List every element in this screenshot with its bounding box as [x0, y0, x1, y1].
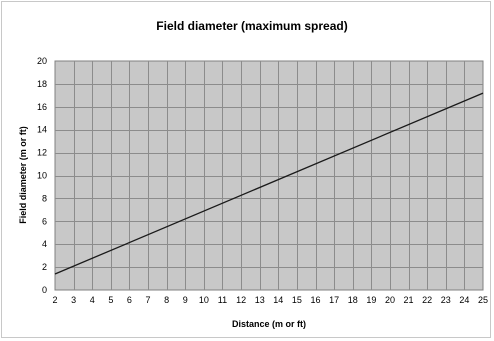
x-tick-label: 17 [329, 295, 339, 305]
x-tick-label: 12 [236, 295, 246, 305]
y-tick-label: 12 [37, 148, 47, 158]
x-tick-label: 13 [255, 295, 265, 305]
x-tick-label: 25 [478, 295, 488, 305]
series [54, 92, 484, 275]
x-tick-label: 2 [52, 295, 57, 305]
x-tick-label: 22 [422, 295, 432, 305]
series-line [54, 92, 484, 275]
y-tick-label: 10 [37, 171, 47, 181]
x-axis-title: Distance (m or ft) [232, 319, 306, 329]
x-tick-label: 18 [348, 295, 358, 305]
x-tick-label: 24 [459, 295, 469, 305]
y-axis-title: Field diameter (m or ft) [18, 126, 28, 224]
x-tick-label: 23 [441, 295, 451, 305]
x-tick-label: 5 [108, 295, 113, 305]
y-tick-label: 6 [42, 216, 47, 226]
x-tick-label: 10 [199, 295, 209, 305]
chart-title: Field diameter (maximum spread) [156, 19, 347, 33]
x-axis-ticks: 2 3 4 5 6 7 8 9 10 11 12 13 14 15 16 17 18 19 20 21 22 23 24 25 [52, 295, 488, 305]
y-tick-label: 16 [37, 102, 47, 112]
y-axis-ticks: 0 2 4 6 8 10 12 14 16 18 20 [37, 56, 47, 295]
x-tick-label: 9 [183, 295, 188, 305]
x-tick-label: 16 [311, 295, 321, 305]
x-tick-label: 7 [146, 295, 151, 305]
y-tick-label: 4 [42, 239, 47, 249]
y-tick-label: 0 [42, 285, 47, 295]
x-tick-label: 4 [90, 295, 95, 305]
x-tick-label: 21 [404, 295, 414, 305]
gridlines [55, 61, 483, 290]
y-tick-label: 2 [42, 262, 47, 272]
x-tick-label: 14 [273, 295, 283, 305]
x-tick-label: 8 [164, 295, 169, 305]
y-tick-label: 8 [42, 193, 47, 203]
y-tick-label: 18 [37, 79, 47, 89]
x-tick-label: 19 [366, 295, 376, 305]
y-tick-label: 20 [37, 56, 47, 66]
plot-area [54, 60, 484, 291]
x-tick-label: 6 [127, 295, 132, 305]
y-tick-label: 14 [37, 125, 47, 135]
x-tick-label: 3 [71, 295, 76, 305]
x-tick-label: 11 [218, 295, 227, 305]
x-tick-label: 20 [385, 295, 395, 305]
x-tick-label: 15 [292, 295, 302, 305]
